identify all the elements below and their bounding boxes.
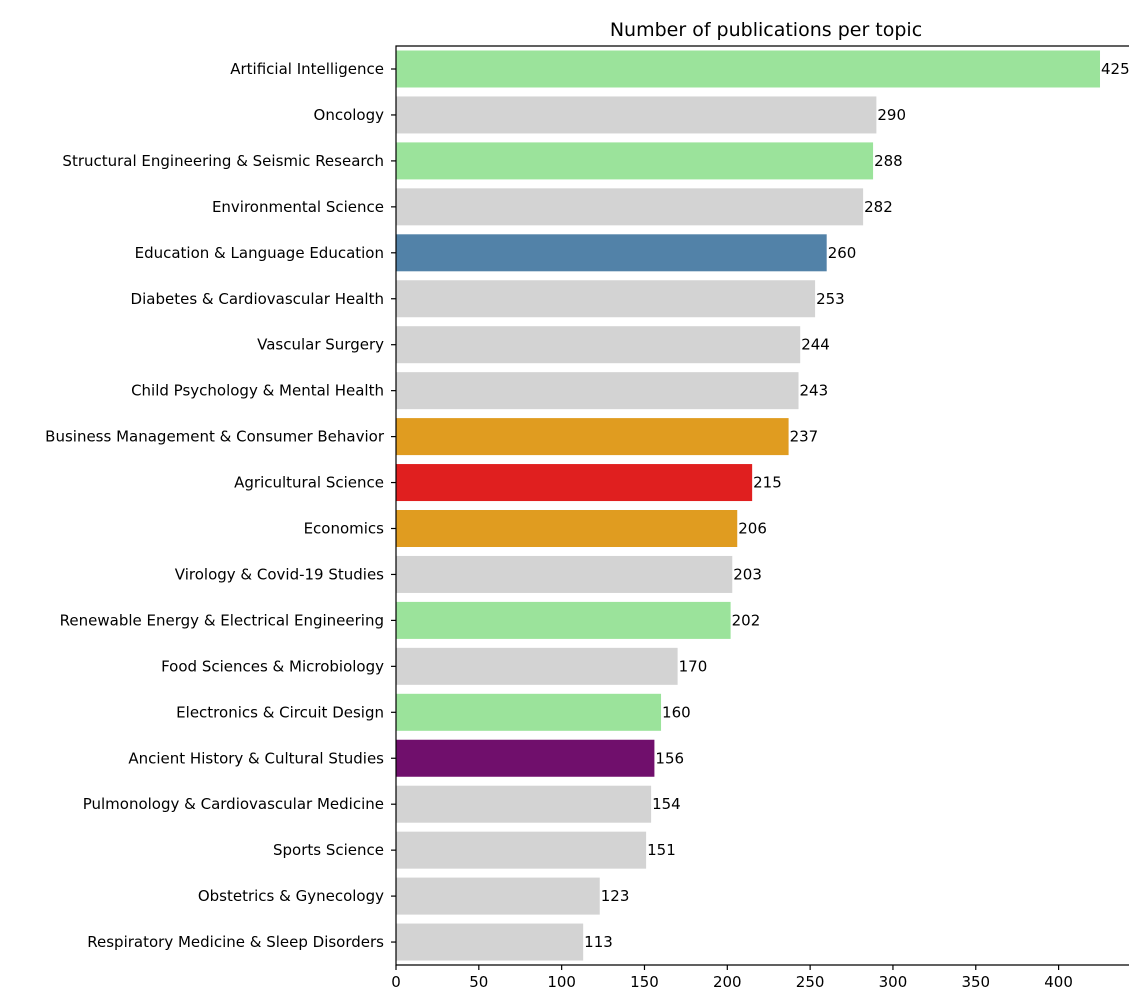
bar-diabetes-and-cardiovascular-health: [396, 280, 816, 318]
bar-obstetrics-and-gynecology: [396, 877, 600, 915]
category-label-education-and-language-education: Education & Language Education: [135, 244, 384, 262]
category-label-environmental-science: Environmental Science: [212, 198, 384, 216]
value-label-structural-engineering-and-seismic-research: 288: [874, 152, 903, 170]
bar-renewable-energy-and-electrical-engineering: [396, 601, 731, 639]
category-label-child-psychology-and-mental-health: Child Psychology & Mental Health: [131, 382, 384, 400]
bar-agricultural-science: [396, 464, 753, 502]
x-tick-label-0: 0: [391, 973, 401, 991]
x-axis-ticks-group: 0 50 100 150 200 250 300 350 400: [391, 68, 1073, 991]
bar-artificial-intelligence: [396, 50, 1101, 88]
category-label-oncology: Oncology: [314, 106, 385, 124]
bar-economics: [396, 510, 738, 547]
bar-pulmonology-and-cardiovascular-medicine: [396, 785, 652, 823]
bar-food-sciences-and-microbiology: [396, 647, 678, 685]
value-label-renewable-energy-and-electrical-engineering: 202: [732, 611, 761, 629]
x-tick-label-200: 200: [713, 973, 742, 991]
category-label-artificial-intelligence: Artificial Intelligence: [230, 60, 384, 78]
category-label-pulmonology-and-cardiovascular-medicine: Pulmonology & Cardiovascular Medicine: [83, 795, 384, 813]
x-tick-label-150: 150: [630, 973, 659, 991]
category-label-ancient-history-and-cultural-studies: Ancient History & Cultural Studies: [128, 749, 384, 767]
bar-sports-science: [396, 831, 647, 869]
plot-frame: [395, 45, 1129, 966]
category-label-diabetes-and-cardiovascular-health: Diabetes & Cardiovascular Health: [131, 290, 384, 308]
category-label-electronics-and-circuit-design: Electronics & Circuit Design: [176, 703, 384, 721]
value-label-business-management-and-consumer-behavior: 237: [790, 428, 819, 446]
value-label-environmental-science: 282: [864, 198, 893, 216]
value-label-child-psychology-and-mental-health: 243: [800, 382, 829, 400]
value-label-ancient-history-and-cultural-studies: 156: [655, 749, 684, 767]
bars-group: [396, 50, 1101, 961]
x-tick-label-250: 250: [796, 973, 825, 991]
category-label-agricultural-science: Agricultural Science: [234, 474, 384, 492]
bar-virology-and-covid-19-studies: [396, 555, 733, 593]
value-label-agricultural-science: 215: [753, 474, 782, 492]
x-tick-label-350: 350: [961, 973, 990, 991]
bar-ancient-history-and-cultural-studies: [396, 739, 655, 777]
bar-business-management-and-consumer-behavior: [396, 418, 789, 456]
category-label-business-management-and-consumer-behavior: Business Management & Consumer Behavior: [45, 428, 385, 446]
category-label-virology-and-covid-19-studies: Virology & Covid-19 Studies: [175, 565, 384, 583]
category-label-renewable-energy-and-electrical-engineering: Renewable Energy & Electrical Engineerin…: [60, 611, 384, 629]
bar-electronics-and-circuit-design: [396, 693, 662, 731]
category-label-vascular-surgery: Vascular Surgery: [257, 336, 384, 354]
chart-title: Number of publications per topic: [610, 19, 922, 41]
category-label-economics: Economics: [304, 520, 385, 538]
x-tick-label-300: 300: [879, 973, 908, 991]
bar-environmental-science: [396, 188, 864, 226]
value-label-oncology: 290: [877, 106, 906, 124]
x-tick-label-400: 400: [1044, 973, 1073, 991]
value-label-vascular-surgery: 244: [801, 336, 830, 354]
value-label-electronics-and-circuit-design: 160: [662, 703, 691, 721]
bar-structural-engineering-and-seismic-research: [396, 142, 874, 180]
value-label-economics: 206: [738, 520, 767, 538]
value-labels-group: 425 290 288 282 260 253 244 243 237 215 206 203 202 1…: [584, 60, 1129, 951]
x-tick-label-100: 100: [547, 973, 576, 991]
category-label-food-sciences-and-microbiology: Food Sciences & Microbiology: [161, 657, 384, 675]
value-label-artificial-intelligence: 425: [1101, 60, 1129, 78]
bar-vascular-surgery: [396, 326, 801, 364]
bar-oncology: [396, 96, 877, 134]
value-label-diabetes-and-cardiovascular-health: 253: [816, 290, 845, 308]
category-labels-group: Artificial Intelligence Oncology Structura…: [45, 60, 385, 951]
value-label-food-sciences-and-microbiology: 170: [679, 657, 708, 675]
category-label-sports-science: Sports Science: [273, 841, 384, 859]
bar-education-and-language-education: [396, 234, 827, 272]
value-label-sports-science: 151: [647, 841, 676, 859]
value-label-education-and-language-education: 260: [828, 244, 857, 262]
category-label-structural-engineering-and-seismic-research: Structural Engineering & Seismic Researc…: [62, 152, 384, 170]
bar-child-psychology-and-mental-health: [396, 372, 799, 410]
category-label-respiratory-medicine-and-sleep-disorders: Respiratory Medicine & Sleep Disorders: [87, 933, 384, 951]
bar-respiratory-medicine-and-sleep-disorders: [396, 923, 584, 961]
value-label-pulmonology-and-cardiovascular-medicine: 154: [652, 795, 681, 813]
value-label-respiratory-medicine-and-sleep-disorders: 113: [584, 933, 613, 951]
x-tick-label-50: 50: [469, 973, 488, 991]
category-label-obstetrics-and-gynecology: Obstetrics & Gynecology: [198, 887, 384, 905]
value-label-obstetrics-and-gynecology: 123: [601, 887, 630, 905]
value-label-virology-and-covid-19-studies: 203: [733, 565, 762, 583]
